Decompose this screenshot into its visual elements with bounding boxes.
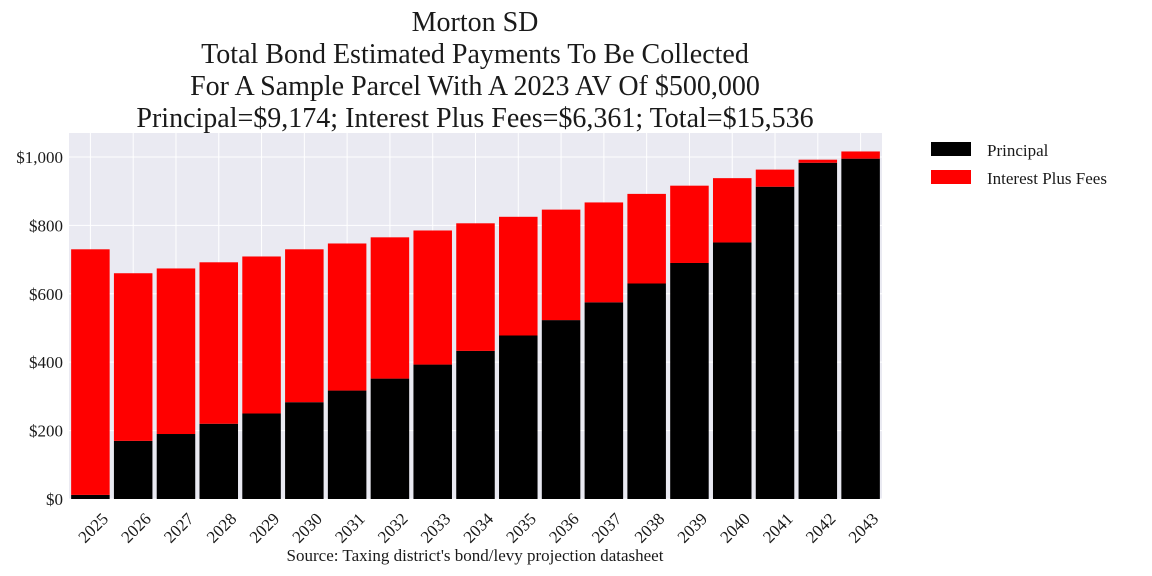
x-tick-label: 2042 <box>802 509 839 546</box>
bar-principal-2037 <box>584 302 624 499</box>
bar-interest-2036 <box>541 209 581 321</box>
x-tick-label: 2038 <box>631 509 668 546</box>
bar-principal-2035 <box>499 335 538 499</box>
x-tick-label: 2043 <box>845 509 882 546</box>
bar-principal-2031 <box>327 390 367 499</box>
bar-interest-2037 <box>584 202 624 303</box>
bar-interest-2041 <box>755 169 795 187</box>
bar-interest-2035 <box>499 216 538 336</box>
bar-principal-2040 <box>712 242 752 499</box>
bar-principal-2034 <box>456 350 495 499</box>
legend-swatch-interest <box>931 170 971 184</box>
x-tick-label: 2025 <box>75 509 112 546</box>
y-axis-ticks: $0 $200 $400 $600 $800 $1,000 <box>16 148 63 509</box>
bar-interest-2039 <box>670 185 709 263</box>
bar-principal-2025 <box>71 494 110 499</box>
bar-principal-2032 <box>370 378 410 499</box>
bars <box>71 151 880 499</box>
x-tick-label: 2034 <box>460 509 498 547</box>
bar-principal-2039 <box>670 262 709 499</box>
bar-interest-2028 <box>199 262 239 424</box>
y-tick-label: $0 <box>46 490 63 509</box>
bar-principal-2043 <box>841 158 880 499</box>
x-tick-label: 2037 <box>588 509 626 547</box>
bar-interest-2027 <box>156 268 196 435</box>
bar-principal-2028 <box>199 423 239 499</box>
legend-label-principal: Principal <box>987 141 1049 160</box>
legend-label-interest: Interest Plus Fees <box>987 169 1107 188</box>
bar-principal-2030 <box>285 402 324 499</box>
bar-interest-2043 <box>841 151 880 159</box>
x-tick-label: 2029 <box>246 509 283 546</box>
bar-interest-2040 <box>712 178 752 243</box>
x-tick-label: 2041 <box>759 509 796 546</box>
y-tick-label: $1,000 <box>16 148 63 167</box>
legend: Principal Interest Plus Fees <box>931 141 1107 188</box>
bar-interest-2029 <box>242 256 281 414</box>
y-tick-label: $800 <box>29 216 63 235</box>
legend-swatch-principal <box>931 142 971 156</box>
y-tick-label: $400 <box>29 353 63 372</box>
y-tick-label: $600 <box>29 285 63 304</box>
bar-principal-2027 <box>156 434 196 499</box>
x-axis-ticks: 2025 2026 2027 2028 2029 2030 2031 2032 2033 2034… <box>75 509 883 547</box>
bar-principal-2041 <box>755 186 795 499</box>
bar-interest-2042 <box>798 159 838 163</box>
bar-interest-2032 <box>370 237 410 379</box>
bar-principal-2026 <box>113 440 153 499</box>
title-line-1: Morton SD <box>412 7 539 38</box>
title-line-3: For A Sample Parcel With A 2023 AV Of $5… <box>190 71 760 102</box>
bar-interest-2038 <box>627 193 666 284</box>
x-tick-label: 2031 <box>331 509 368 546</box>
source-note: Source: Taxing district's bond/levy proj… <box>287 546 664 565</box>
bar-principal-2033 <box>413 364 452 499</box>
bar-principal-2029 <box>242 413 281 499</box>
bar-interest-2025 <box>71 249 110 495</box>
bar-interest-2031 <box>327 243 367 391</box>
bar-principal-2036 <box>541 320 581 499</box>
x-tick-label: 2030 <box>289 509 326 546</box>
y-tick-label: $200 <box>29 422 63 441</box>
x-tick-label: 2040 <box>716 509 753 546</box>
x-tick-label: 2027 <box>160 509 198 547</box>
x-tick-label: 2026 <box>117 509 154 546</box>
bar-interest-2030 <box>285 249 324 403</box>
bar-principal-2042 <box>798 162 838 499</box>
x-tick-label: 2028 <box>203 509 240 546</box>
bar-principal-2038 <box>627 283 666 499</box>
bar-interest-2026 <box>113 273 153 441</box>
bar-interest-2034 <box>456 223 495 351</box>
x-tick-label: 2033 <box>417 509 454 546</box>
title-line-4: Principal=$9,174; Interest Plus Fees=$6,… <box>136 103 813 134</box>
x-tick-label: 2039 <box>674 509 711 546</box>
x-tick-label: 2032 <box>374 509 411 546</box>
x-tick-label: 2036 <box>545 509 582 546</box>
title-line-2: Total Bond Estimated Payments To Be Coll… <box>201 39 749 70</box>
x-tick-label: 2035 <box>502 509 539 546</box>
bar-interest-2033 <box>413 230 452 365</box>
